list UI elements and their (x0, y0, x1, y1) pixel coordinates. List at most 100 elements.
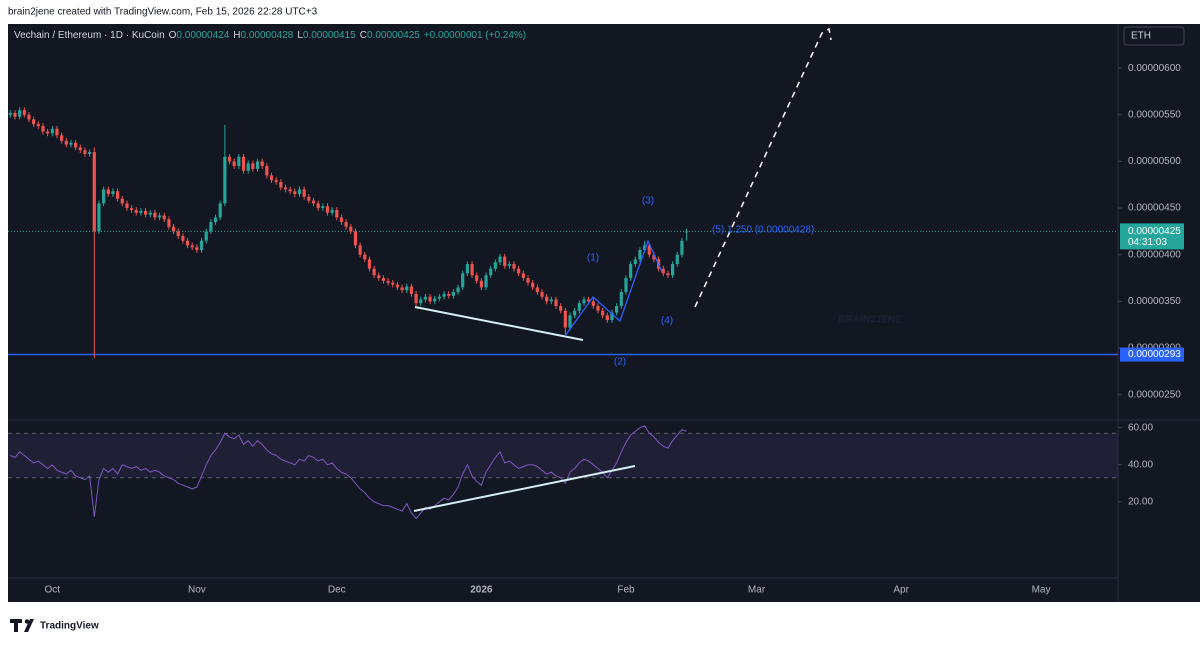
candle-body (50, 128, 54, 134)
candle-body (400, 287, 404, 291)
candle-body (162, 215, 166, 220)
y-tick-label: 0.00000600 (1128, 63, 1181, 74)
candle-body (526, 278, 530, 283)
candle-body (265, 166, 269, 176)
candle-body (167, 219, 171, 227)
legend-key: H (233, 30, 240, 41)
candle-body (74, 142, 78, 148)
candle-body (479, 280, 483, 288)
candle-body (512, 264, 516, 269)
candle-body (307, 196, 311, 201)
candle-body (484, 275, 488, 288)
candle-body (32, 119, 36, 125)
legend: Vechain / Ethereum · 1D · KuCoin O0.00000… (14, 30, 526, 41)
candle-body (116, 191, 120, 199)
candle-body (92, 152, 96, 232)
candle-body (274, 180, 278, 182)
candle-body (27, 114, 31, 120)
y-tick-label: 0.00000450 (1128, 203, 1181, 214)
candle-body (8, 112, 12, 115)
candle-body (185, 240, 190, 246)
candle-body (311, 200, 316, 204)
candle-body (213, 217, 218, 223)
candle-body (125, 203, 129, 209)
candle-body (437, 296, 442, 299)
rsi-y-tick-label: 60.00 (1128, 422, 1153, 433)
candle-body (559, 306, 563, 311)
watermark: BRAIN2JENE (838, 315, 902, 326)
rsi-y-tick-label: 40.00 (1128, 459, 1153, 470)
candle-body (241, 156, 246, 171)
candle-body (428, 296, 432, 302)
candle-body (288, 189, 292, 192)
x-tick-label: May (1032, 585, 1051, 596)
candle-body (451, 292, 455, 296)
candle-body (335, 209, 339, 218)
candle-body (372, 268, 376, 276)
candle-body (69, 142, 73, 145)
candle-body (339, 217, 344, 223)
candle-body (489, 268, 493, 276)
candle-body (223, 156, 227, 204)
candle-body (129, 208, 134, 210)
candle-body (433, 298, 437, 302)
candle-body (554, 299, 558, 307)
candle-body (120, 198, 124, 204)
y-tick-label: 0.00000400 (1128, 249, 1181, 260)
candle-body (246, 163, 250, 171)
candle-body (293, 191, 297, 195)
candle-body (88, 152, 92, 154)
x-tick-label: Mar (748, 585, 766, 596)
wave-label: (1) (587, 253, 599, 264)
candle-body (363, 254, 367, 260)
candle-body (255, 161, 260, 169)
currency-box[interactable] (1123, 26, 1185, 46)
logo-mark (10, 619, 34, 632)
candle-body (102, 189, 106, 204)
candle-body (391, 282, 395, 285)
candle-body (587, 299, 591, 302)
trend-line (414, 306, 584, 341)
footer-brand: TradingView (40, 621, 99, 632)
candle-body (83, 150, 87, 154)
rsi-line (10, 425, 687, 520)
x-tick-label: Nov (188, 585, 206, 596)
candle-body (18, 110, 22, 117)
candle-body (629, 264, 633, 279)
candle-body (684, 231, 689, 233)
legend-key: C (360, 30, 367, 41)
candle-body (218, 203, 222, 218)
candle-body (302, 189, 306, 197)
wave-label: (5) 1.250 (0.00000428) (712, 225, 814, 236)
candle-body (111, 191, 115, 195)
candle-body (633, 259, 637, 265)
candle-body (106, 189, 110, 195)
candle-body (563, 310, 567, 328)
candle-body (358, 245, 362, 255)
candle-body (666, 273, 670, 276)
candle-body (573, 310, 577, 316)
candle-body (199, 240, 204, 251)
candle-body (540, 292, 544, 297)
currency[interactable]: ETH (1131, 31, 1151, 42)
candle-body (601, 310, 605, 316)
candle-body (344, 222, 348, 227)
candle-body (638, 250, 642, 260)
candle-body (661, 268, 665, 274)
level-label: 0.00000293 (1128, 349, 1181, 360)
wave-line (564, 239, 663, 337)
candle-body (46, 131, 50, 134)
y-tick-label: 0.00000250 (1128, 389, 1181, 400)
candle-body (591, 301, 595, 307)
candle-body (465, 264, 469, 274)
logo-dot (24, 619, 30, 624)
candle-body (237, 156, 241, 167)
candle-body (153, 212, 157, 218)
y-tick-label: 0.00000550 (1128, 109, 1181, 120)
candle-body (64, 140, 68, 145)
candle-body (517, 268, 521, 274)
candle-body (157, 215, 162, 218)
candle-body (195, 247, 199, 251)
candle-body (143, 210, 148, 215)
